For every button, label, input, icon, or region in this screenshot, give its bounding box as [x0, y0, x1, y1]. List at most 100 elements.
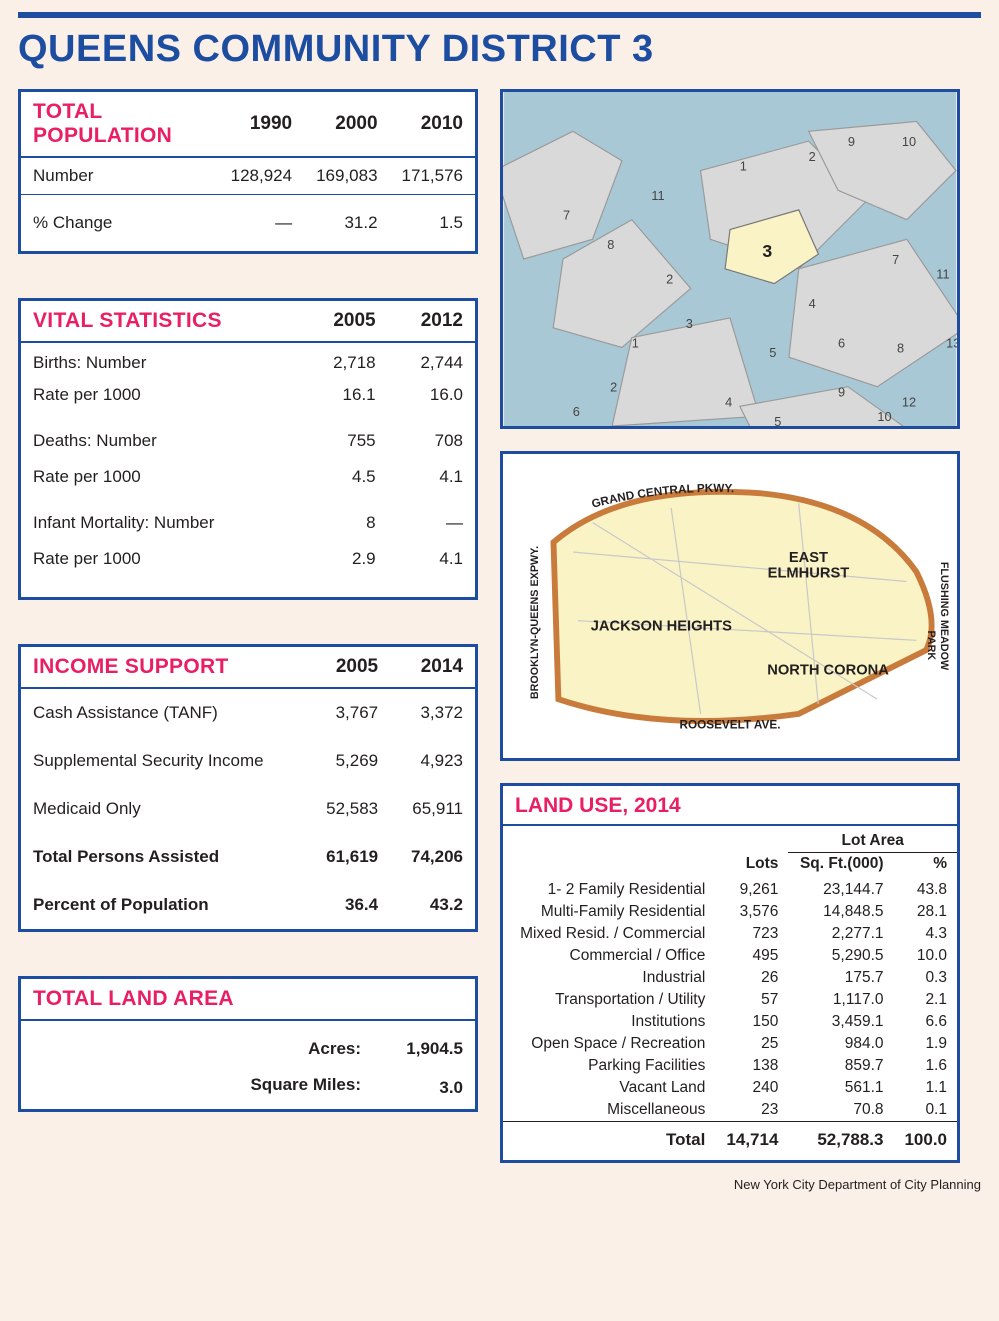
- cell: 3.0: [373, 1067, 475, 1109]
- svg-text:6: 6: [573, 404, 580, 419]
- cell: 0.1: [894, 1099, 958, 1122]
- cell: 10.0: [894, 945, 958, 967]
- cell: 708: [388, 413, 475, 459]
- row-label: Open Space / Recreation: [503, 1033, 715, 1055]
- total-row: Total 14,714 52,788.3 100.0: [503, 1122, 957, 1161]
- table-title: INCOME SUPPORT: [21, 647, 305, 688]
- table-row: Rate per 10002.94.1: [21, 541, 475, 577]
- cell: 723: [715, 923, 788, 945]
- cell: 1.9: [894, 1033, 958, 1055]
- cell: 3,576: [715, 901, 788, 923]
- neigh-label: JACKSON HEIGHTS: [591, 619, 732, 635]
- income-box: INCOME SUPPORT 2005 2014 Cash Assistance…: [18, 644, 478, 932]
- row-label: Total Persons Assisted: [21, 833, 305, 881]
- svg-text:10: 10: [877, 409, 891, 424]
- table-row: % Change — 31.2 1.5: [21, 195, 475, 252]
- overview-map: 3 12 78 910 112 45 67 811 1213 13 910 24…: [500, 89, 960, 429]
- col-year: 2000: [304, 92, 389, 157]
- cell: 169,083: [304, 157, 389, 195]
- cell: 43.2: [390, 881, 475, 929]
- neighborhood-map: GRAND CENTRAL PKWY. BROOKLYN-QUEENS EXPW…: [500, 451, 960, 761]
- svg-text:2: 2: [610, 380, 617, 395]
- table-header-row: TOTAL POPULATION 1990 2000 2010: [21, 92, 475, 157]
- table-row: Parking Facilities138859.71.6: [503, 1055, 957, 1077]
- row-label: Births: Number: [21, 342, 300, 377]
- svg-text:2: 2: [666, 272, 673, 287]
- highlighted-district-label: 3: [762, 241, 772, 261]
- cell: 175.7: [788, 967, 893, 989]
- row-label: Supplemental Security Income: [21, 737, 305, 785]
- cell: 859.7: [788, 1055, 893, 1077]
- svg-text:12: 12: [902, 394, 916, 409]
- cell: 61,619: [305, 833, 390, 881]
- cell: 31.2: [304, 195, 389, 252]
- cell: 240: [715, 1077, 788, 1099]
- cell: 16.0: [388, 377, 475, 413]
- svg-text:7: 7: [563, 208, 570, 223]
- row-label: Rate per 1000: [21, 377, 300, 413]
- svg-text:9: 9: [848, 134, 855, 149]
- cell: 23,144.7: [788, 879, 893, 901]
- col-header: %: [894, 853, 958, 880]
- row-label: Parking Facilities: [503, 1055, 715, 1077]
- cell: 52,788.3: [788, 1122, 893, 1161]
- table-title: TOTAL LAND AREA: [21, 979, 373, 1020]
- svg-text:9: 9: [838, 385, 845, 400]
- land-use-box: LAND USE, 2014 Lot Area Lots Sq. Ft.(000…: [500, 783, 960, 1163]
- table-row: Miscellaneous2370.80.1: [503, 1099, 957, 1122]
- svg-text:4: 4: [725, 394, 732, 409]
- row-label: Percent of Population: [21, 881, 305, 929]
- vital-box: VITAL STATISTICS 2005 2012 Births: Numbe…: [18, 298, 478, 600]
- road-label-bottom: ROOSEVELT AVE.: [680, 719, 781, 732]
- cell: 74,206: [390, 833, 475, 881]
- row-label: Rate per 1000: [21, 541, 300, 577]
- col-year: 1990: [219, 92, 304, 157]
- row-label: Institutions: [503, 1011, 715, 1033]
- cell: 2.9: [300, 541, 387, 577]
- svg-text:1: 1: [740, 159, 747, 174]
- cell: 14,848.5: [788, 901, 893, 923]
- cell: 0.3: [894, 967, 958, 989]
- col-header: Sq. Ft.(000): [788, 853, 893, 880]
- cell: 4.1: [388, 459, 475, 495]
- cell: 57: [715, 989, 788, 1011]
- table-row: 1- 2 Family Residential9,26123,144.743.8: [503, 879, 957, 901]
- cell: 16.1: [300, 377, 387, 413]
- cell: 4.1: [388, 541, 475, 577]
- cell: 1.1: [894, 1077, 958, 1099]
- cell: 128,924: [219, 157, 304, 195]
- row-label: Infant Mortality: Number: [21, 495, 300, 541]
- table-header-row: INCOME SUPPORT 2005 2014: [21, 647, 475, 688]
- col-group: Lot Area: [788, 826, 957, 853]
- table-title: TOTAL POPULATION: [21, 92, 219, 157]
- road-label-right-a: FLUSHING MEADOW: [938, 562, 950, 671]
- cell: 14,714: [715, 1122, 788, 1161]
- row-label: Mixed Resid. / Commercial: [503, 923, 715, 945]
- cell: 9,261: [715, 879, 788, 901]
- land-use-table: Lot Area Lots Sq. Ft.(000) % 1- 2 Family…: [503, 826, 957, 1160]
- table-row: Acres: 1,904.5: [21, 1020, 475, 1067]
- cell: 755: [300, 413, 387, 459]
- cell: 3,767: [305, 688, 390, 737]
- svg-text:3: 3: [686, 316, 693, 331]
- population-table: TOTAL POPULATION 1990 2000 2010 Number 1…: [21, 92, 475, 251]
- cell: 65,911: [390, 785, 475, 833]
- row-label: Total: [503, 1122, 715, 1161]
- table-header-row: VITAL STATISTICS 2005 2012: [21, 301, 475, 342]
- col-year: 2012: [388, 301, 475, 342]
- table-row: Supplemental Security Income5,2694,923: [21, 737, 475, 785]
- svg-text:11: 11: [651, 188, 664, 203]
- table-row: Multi-Family Residential3,57614,848.528.…: [503, 901, 957, 923]
- row-label: Multi-Family Residential: [503, 901, 715, 923]
- cell: 561.1: [788, 1077, 893, 1099]
- cell: 3,372: [390, 688, 475, 737]
- row-label: Deaths: Number: [21, 413, 300, 459]
- table-row: Institutions1503,459.16.6: [503, 1011, 957, 1033]
- col-year: 2005: [300, 301, 387, 342]
- land-area-table: TOTAL LAND AREA Acres: 1,904.5 Square Mi…: [21, 979, 475, 1109]
- cell: 25: [715, 1033, 788, 1055]
- cell: 23: [715, 1099, 788, 1122]
- cell: 1.6: [894, 1055, 958, 1077]
- table-title: LAND USE, 2014: [503, 786, 957, 826]
- overview-map-svg: 3 12 78 910 112 45 67 811 1213 13 910 24…: [503, 92, 957, 426]
